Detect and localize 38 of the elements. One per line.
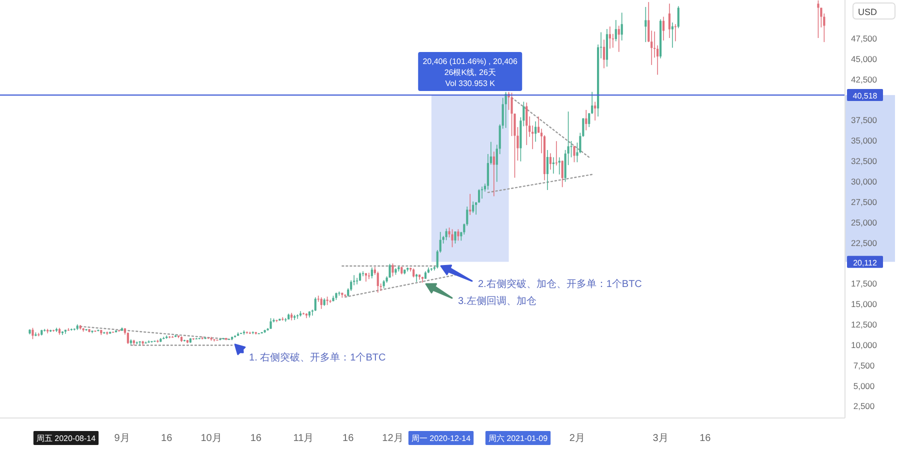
x-tick-label: 16 [342,433,354,444]
y-tick-label: 30,000 [851,176,878,187]
y-tick-label: 42,500 [851,74,878,84]
y-tick-label: 2,500 [853,401,875,412]
y-tick-label: 32,500 [851,156,878,166]
currency: USD [852,2,896,20]
y-tick-label: 22,500 [851,238,878,248]
date-tag: 周五 2020-08-14 [33,431,99,445]
y-tick-label: 45,000 [851,54,878,64]
x-tick-label: 2月 [569,433,585,444]
y-tick-label: 47,500 [851,34,878,44]
y-tick-label: 37,500 [851,115,878,126]
y-tick-label: 10,000 [851,340,878,350]
y-tick-label: 7,500 [853,360,875,370]
x-tick-label: 3月 [652,433,668,444]
x-tick-label: 10月 [200,433,222,444]
x-tick-label: 16 [700,433,712,444]
band-label: 20,406 (101.46%) , 20,406 26根K线, 26天 Vol 330.953 K [422,57,518,88]
date-tag: 周六 2021-01-09 [485,431,551,445]
y-tick-label: 17,500 [851,278,878,289]
x-tick-label: 11月 [293,433,314,444]
y-tick-label: 25,000 [851,217,878,228]
x-tick-label: 16 [250,433,262,444]
annotation: 3.左侧回调、加仓 [458,295,536,307]
ref-line-label: 40,518 [852,92,878,101]
annotation: 2.右侧突破、加仓、开多单：1个BTC [478,278,642,290]
annotation: 20,112 [853,258,878,268]
band-label: 20,406 (101.46%) , 20,406 26根K线, 26天 Vol 330.953 K [418,52,522,92]
y-tick-label: 27,500 [851,196,878,207]
annotation: 1. 右侧突破、开多单：1个BTC [249,351,386,364]
y-tick-label: 35,000 [851,136,878,146]
y-tick-label: 5,000 [853,380,875,391]
x-tick-label: 12月 [382,433,404,444]
y-tick-label: 15,000 [851,299,878,310]
y-tick-label: 12,500 [851,320,878,330]
x-tick-label: 16 [161,433,173,444]
date-tag: 周一 2020-12-14 [408,431,474,445]
x-tick-label: 9月 [114,433,130,444]
